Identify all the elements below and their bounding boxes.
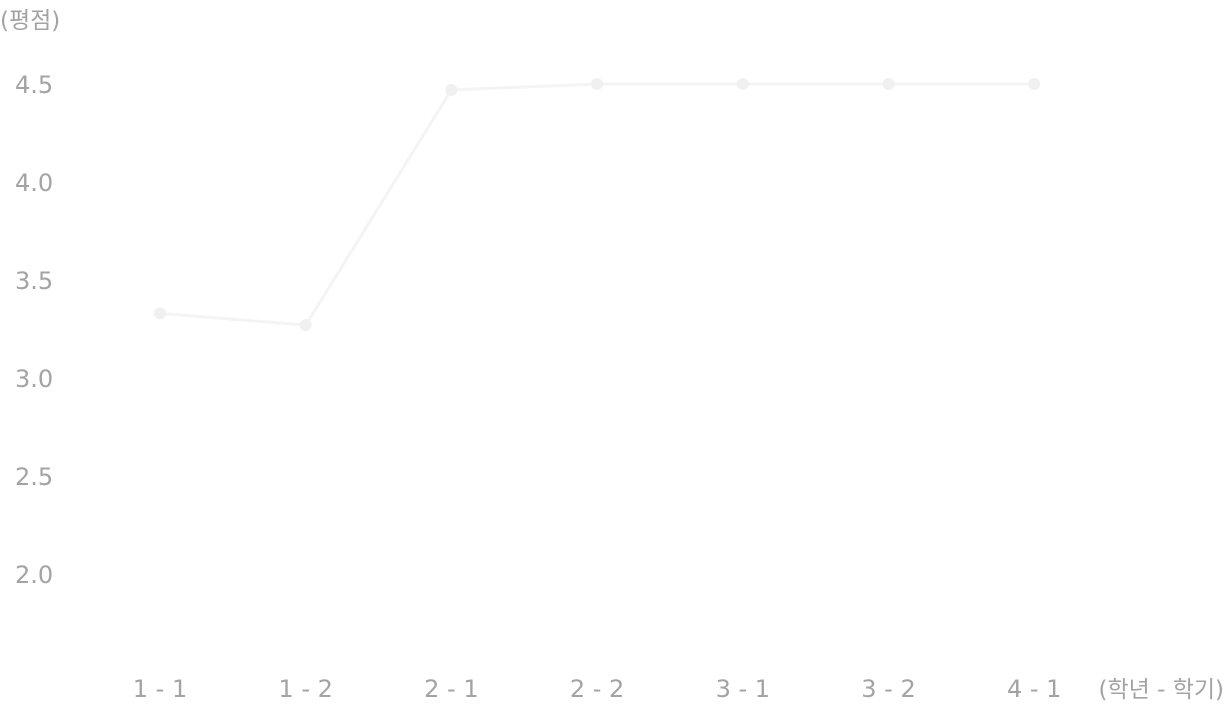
data-point	[299, 319, 312, 332]
data-point	[882, 78, 895, 90]
x-tick-label: 3 - 1	[716, 675, 770, 703]
x-tick-label: 3 - 2	[861, 675, 915, 703]
x-tick-label: 1 - 1	[133, 675, 187, 703]
y-axis-unit-label: (평점)	[0, 8, 60, 34]
data-point	[736, 78, 749, 90]
x-tick-label: 1 - 2	[278, 675, 332, 703]
y-axis-ticks: 4.5 4.0 3.5 3.0 2.5 2.0	[15, 71, 53, 589]
x-axis-unit-label: (학년 - 학기)	[1098, 677, 1224, 703]
y-tick-label: 3.5	[15, 267, 53, 295]
y-tick-label: 4.5	[15, 71, 53, 99]
x-tick-label: 4 - 1	[1007, 675, 1061, 703]
x-tick-label: 2 - 1	[424, 675, 478, 703]
series-layer	[154, 78, 1041, 332]
series-line	[159, 82, 1035, 327]
y-tick-label: 2.0	[15, 561, 53, 589]
x-axis-ticks: 1 - 1 1 - 2 2 - 1 2 - 2 3 - 1 3 - 2 4 - 1	[133, 675, 1062, 703]
x-tick-label: 2 - 2	[570, 675, 624, 703]
data-point	[445, 83, 458, 96]
data-point	[154, 307, 166, 320]
data-point	[1028, 78, 1041, 90]
y-tick-label: 4.0	[15, 169, 53, 197]
data-point	[591, 78, 604, 90]
y-tick-label: 2.5	[15, 463, 53, 491]
y-tick-label: 3.0	[15, 365, 53, 393]
